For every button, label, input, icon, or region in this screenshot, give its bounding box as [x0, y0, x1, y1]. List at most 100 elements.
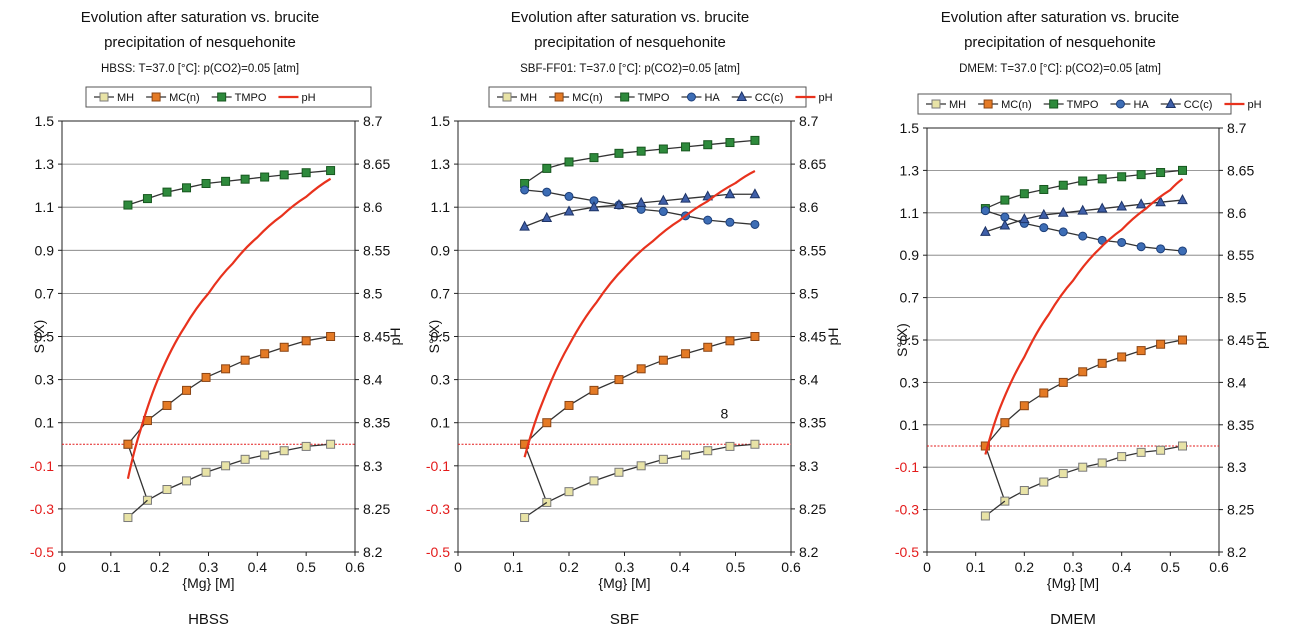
data-point: [301, 168, 311, 178]
data-point: [980, 225, 991, 236]
data-point: [1178, 335, 1187, 345]
data-point: [201, 467, 211, 477]
data-point: [1135, 198, 1147, 209]
data-point: [520, 185, 530, 195]
legend-item-tmpo: TMPO: [614, 92, 670, 104]
data-point: [636, 461, 646, 471]
legend-item-ha: HA: [681, 92, 720, 104]
data-point: [614, 148, 624, 158]
data-point: [221, 461, 231, 471]
data-point: [260, 172, 270, 182]
data-point: [1156, 339, 1166, 349]
data-point: [1018, 213, 1030, 224]
data-point: [1039, 223, 1049, 233]
legend-label: CC(c): [755, 92, 784, 104]
data-point: [635, 196, 647, 207]
series-line: [985, 199, 1183, 233]
y-tick-label: 0.9: [35, 242, 55, 258]
y-right-tick-label: 8.7: [1227, 120, 1247, 136]
x-tick-label: 0.4: [1112, 559, 1132, 575]
data-point: [1117, 172, 1127, 182]
legend-item-mcn: MC(n): [978, 99, 1032, 111]
panel-label: DMEM: [1050, 611, 1096, 628]
series-ph: [523, 170, 756, 458]
x-tick-label: 0.2: [150, 559, 170, 575]
series-ha: [980, 206, 1187, 256]
data-point: [564, 191, 574, 201]
legend-marker: [217, 92, 227, 102]
y-right-tick-label: 8.3: [363, 458, 383, 474]
data-point: [681, 349, 691, 359]
x-tick-label: 0.6: [1209, 559, 1229, 575]
data-point: [725, 138, 735, 148]
data-point: [1019, 189, 1029, 199]
y-right-axis-label: pH: [825, 328, 841, 346]
x-tick-label: 0.3: [1063, 559, 1083, 575]
data-point: [1177, 194, 1188, 205]
legend-marker: [1165, 97, 1177, 108]
data-point: [123, 439, 133, 449]
chart-subtitle: SBF-FF01: T=37.0 [°C]: p(CO2)=0.05 [atm]: [520, 63, 740, 75]
data-point: [980, 441, 990, 451]
legend-label: HA: [1133, 99, 1149, 111]
x-tick-label: 0.5: [296, 559, 316, 575]
data-point: [589, 153, 599, 163]
data-point: [1097, 235, 1107, 245]
data-point: [1117, 237, 1127, 247]
data-point: [564, 400, 574, 410]
data-point: [301, 336, 311, 346]
data-point: [750, 332, 760, 341]
legend-label: MH: [520, 92, 537, 104]
legend-marker: [554, 92, 564, 102]
y-right-tick-label: 8.3: [1227, 459, 1247, 475]
y-tick-label: 1.5: [431, 113, 451, 129]
y-axis-label: S°(X): [426, 320, 442, 354]
legend-item-mcn: MC(n): [146, 92, 200, 104]
y-tick-label: 0.1: [431, 415, 451, 431]
data-point: [123, 200, 133, 210]
chart-title: Evolution after saturation vs. brucite: [81, 9, 319, 26]
legend-item-ph: pH: [278, 92, 316, 104]
data-point: [1136, 170, 1146, 180]
chart-panel-hbss: Evolution after saturation vs. brucite pr…: [30, 9, 403, 628]
series-line: [985, 210, 1183, 252]
data-point: [520, 513, 530, 523]
y-tick-label: 1.3: [431, 156, 451, 172]
data-point: [680, 192, 691, 203]
series-ph: [984, 177, 1184, 455]
chart-title-line-2: precipitation of nesquehonite: [104, 34, 296, 51]
y-right-tick-label: 8.45: [363, 329, 390, 345]
chart-title: Evolution after saturation vs. brucite: [941, 9, 1179, 26]
y-tick-label: 1.5: [35, 113, 55, 129]
data-point: [750, 439, 760, 449]
x-tick-label: 0.6: [781, 559, 801, 575]
x-tick-label: 0.3: [199, 559, 219, 575]
data-point: [589, 385, 599, 395]
x-axis-label: {Mg} [M]: [598, 575, 650, 591]
x-tick-label: 0: [923, 559, 931, 575]
data-point: [636, 364, 646, 374]
y-tick-label: 0.1: [900, 417, 920, 433]
chart-panel-dmem: Evolution after saturation vs. brucite pr…: [894, 9, 1269, 628]
y-right-tick-label: 8.3: [799, 458, 819, 474]
chart-title: Evolution after saturation vs. brucite: [511, 9, 749, 26]
legend-item-mh: MH: [94, 92, 134, 104]
series-line: [524, 335, 756, 445]
x-tick-label: 0: [58, 559, 66, 575]
series-mh: [520, 439, 760, 523]
data-point: [1078, 367, 1088, 377]
x-tick-label: 0.1: [504, 559, 524, 575]
legend-label: MC(n): [169, 92, 200, 104]
y-tick-label: -0.1: [895, 459, 919, 475]
legend-marker: [620, 92, 630, 102]
y-right-tick-label: 8.4: [799, 372, 819, 388]
data-point: [1097, 174, 1107, 184]
legend-marker: [736, 90, 748, 101]
legend-marker: [1049, 99, 1059, 109]
y-tick-label: 1.3: [900, 162, 920, 178]
y-axis-label: S°(X): [31, 320, 47, 354]
data-point: [1136, 242, 1146, 252]
data-point: [541, 211, 553, 222]
data-point: [1000, 418, 1010, 428]
data-point: [563, 205, 575, 216]
